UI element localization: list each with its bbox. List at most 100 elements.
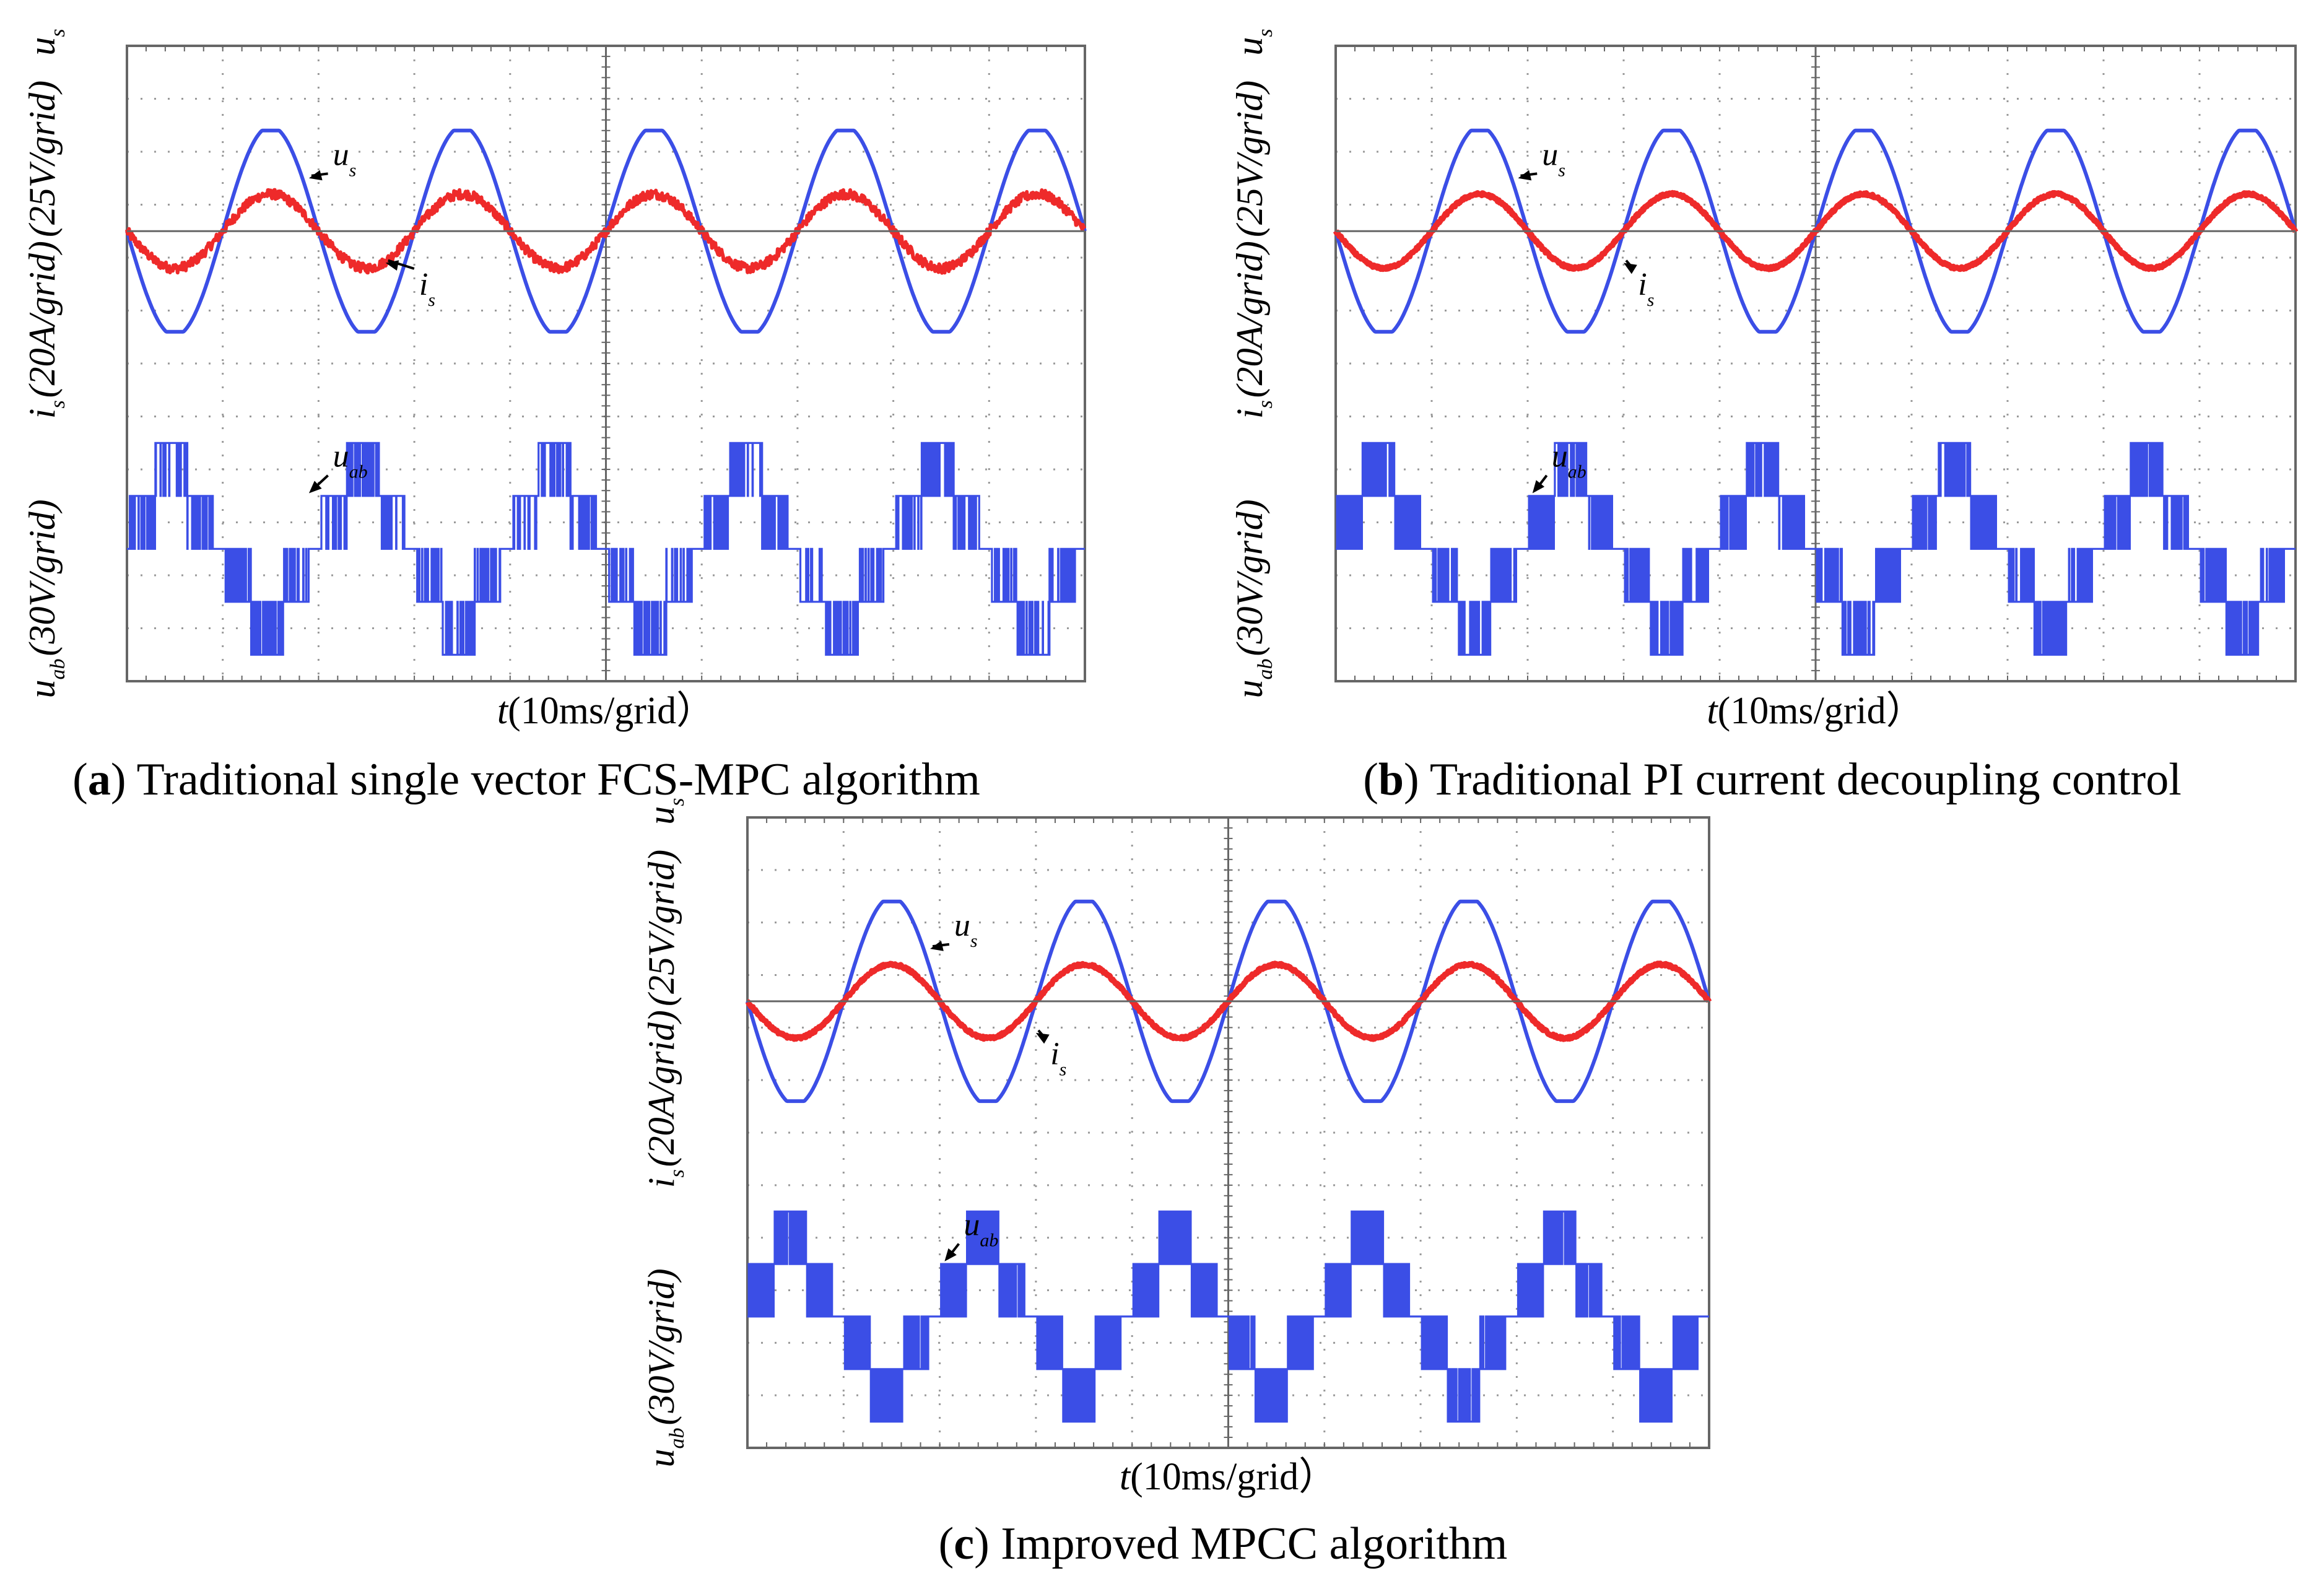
annotation-label-uab: uab: [333, 439, 368, 482]
x-axis-label: t(10ms/grid）: [1120, 1456, 1337, 1498]
annotation-sub: s: [349, 160, 357, 180]
y-label-us-sub: s: [46, 28, 69, 37]
caption-a: (a) Traditional single vector FCS-MPC al…: [72, 754, 980, 805]
caption-open-paren: (: [1363, 754, 1378, 805]
y-label-us-var: u: [641, 806, 682, 825]
annotation-label-is: is: [1638, 267, 1654, 310]
annotation-uab: uab: [944, 1207, 998, 1261]
annotation-label-us: us: [954, 908, 978, 951]
caption-open-paren: (: [72, 754, 88, 805]
annotation-label-uab: uab: [964, 1207, 998, 1250]
y-label-is-sub: s: [666, 1169, 689, 1177]
x-axis-label: t(10ms/grid）: [1707, 690, 1924, 732]
annotation-var: i: [1638, 267, 1647, 302]
y-label-uab-var: u: [22, 680, 63, 699]
annotation-label-is: is: [419, 267, 435, 310]
y-label-us-unit: (25V/grid): [1229, 81, 1270, 237]
panel-b: usisuabuab(30V/grid)is(20A/grid)(25V/gri…: [1229, 28, 2299, 805]
series-uab-line: [747, 1210, 1709, 1423]
x-label-var: t: [1707, 690, 1718, 732]
y-label-is-sub: s: [46, 400, 69, 408]
x-axis-label: t(10ms/grid）: [497, 690, 715, 732]
y-label-uab-sub: ab: [1254, 659, 1277, 680]
x-label-unit: (10ms/grid）: [1718, 690, 1925, 732]
plot-frame: [126, 45, 1086, 682]
y-axis-label: uab(30V/grid)is(20A/grid)(25V/grid)us: [641, 798, 689, 1467]
annotation-is: is: [1035, 1029, 1066, 1080]
annotation-sub: ab: [1568, 462, 1586, 482]
y-label-uab-var: u: [641, 1449, 682, 1468]
x-label-var: t: [497, 690, 509, 732]
annotation-var: u: [1552, 439, 1568, 474]
series-uab-line: [127, 442, 1085, 656]
annotation-var: i: [419, 267, 428, 302]
annotation-sub: s: [428, 290, 435, 310]
annotation-label-us: us: [333, 137, 357, 180]
x-label-var: t: [1120, 1456, 1131, 1498]
y-label-is-unit: (20A/grid): [641, 1010, 682, 1167]
y-axis-label: uab(30V/grid)is(20A/grid)(25V/grid)us: [22, 28, 69, 698]
y-label-us-unit: (25V/grid): [22, 81, 63, 237]
annotation-sub: s: [970, 931, 978, 951]
panel-c: usisuabuab(30V/grid)is(20A/grid)(25V/gri…: [641, 798, 1712, 1569]
annotation-sub: ab: [980, 1230, 998, 1250]
caption-letter: b: [1378, 754, 1404, 805]
series-is-line: [125, 188, 1087, 275]
y-label-us-var: u: [1229, 37, 1270, 56]
annotation-arrowhead-us: [308, 170, 323, 181]
x-label-unit: (10ms/grid）: [1130, 1456, 1337, 1498]
annotation-sub: s: [1558, 160, 1565, 180]
annotation-var: u: [964, 1207, 980, 1242]
y-label-is-var: i: [641, 1178, 682, 1188]
annotation-arrowhead-is: [1624, 263, 1637, 274]
y-label-uab-unit: (30V/grid): [1229, 499, 1270, 656]
plot-frame: [746, 816, 1710, 1449]
y-label-uab-sub: ab: [46, 659, 69, 680]
x-label-unit: (10ms/grid）: [508, 690, 715, 732]
annotation-arrowhead-us: [930, 941, 944, 951]
caption-c: (c) Improved MPCC algorithm: [939, 1518, 1508, 1569]
annotation-uab: uab: [308, 439, 368, 494]
caption-b: (b) Traditional PI current decoupling co…: [1363, 754, 2182, 805]
y-label-us-sub: s: [666, 798, 689, 806]
annotation-us: us: [308, 137, 357, 181]
y-label-uab-unit: (30V/grid): [641, 1268, 682, 1425]
annotation-sub: s: [1060, 1060, 1067, 1080]
y-label-is-var: i: [1229, 409, 1270, 419]
y-label-is-unit: (20A/grid): [22, 241, 63, 398]
y-label-is-unit: (20A/grid): [1229, 241, 1270, 398]
annotation-arrowhead-is: [385, 260, 399, 271]
annotation-label-uab: uab: [1552, 439, 1586, 482]
caption-open-paren: (: [939, 1518, 954, 1569]
y-label-is-var: i: [22, 409, 63, 419]
annotation-us: us: [1518, 137, 1565, 181]
annotation-is: is: [385, 259, 435, 310]
annotation-sub: s: [1647, 290, 1655, 310]
caption-text: ) Improved MPCC algorithm: [974, 1518, 1507, 1569]
annotation-us: us: [930, 908, 978, 951]
y-axis-label: uab(30V/grid)is(20A/grid)(25V/grid)us: [1229, 28, 1277, 698]
y-label-is-sub: s: [1254, 400, 1277, 408]
annotation-is: is: [1624, 259, 1654, 310]
annotation-var: u: [333, 137, 349, 172]
annotation-arrowhead-uab: [308, 481, 322, 494]
annotation-var: u: [333, 439, 349, 474]
annotation-var: u: [1542, 137, 1558, 172]
annotation-sub: ab: [349, 462, 368, 482]
caption-text: ) Traditional single vector FCS-MPC algo…: [111, 754, 980, 805]
annotation-arrowhead-uab: [1532, 480, 1545, 494]
annotation-var: i: [1050, 1037, 1059, 1072]
annotation-arrowhead-us: [1518, 170, 1532, 181]
annotation-label-is: is: [1050, 1037, 1066, 1080]
caption-text: ) Traditional PI current decoupling cont…: [1404, 754, 2182, 805]
annotation-arrowhead-uab: [944, 1248, 957, 1261]
annotation-uab: uab: [1532, 439, 1586, 494]
annotation-arrowhead-is: [1035, 1032, 1050, 1044]
y-label-uab-sub: ab: [666, 1428, 689, 1449]
y-label-uab-var: u: [1229, 680, 1270, 699]
y-label-us-unit: (25V/grid): [641, 850, 682, 1006]
caption-letter: a: [88, 754, 111, 805]
caption-letter: c: [954, 1518, 974, 1569]
y-label-us-sub: s: [1254, 28, 1277, 37]
